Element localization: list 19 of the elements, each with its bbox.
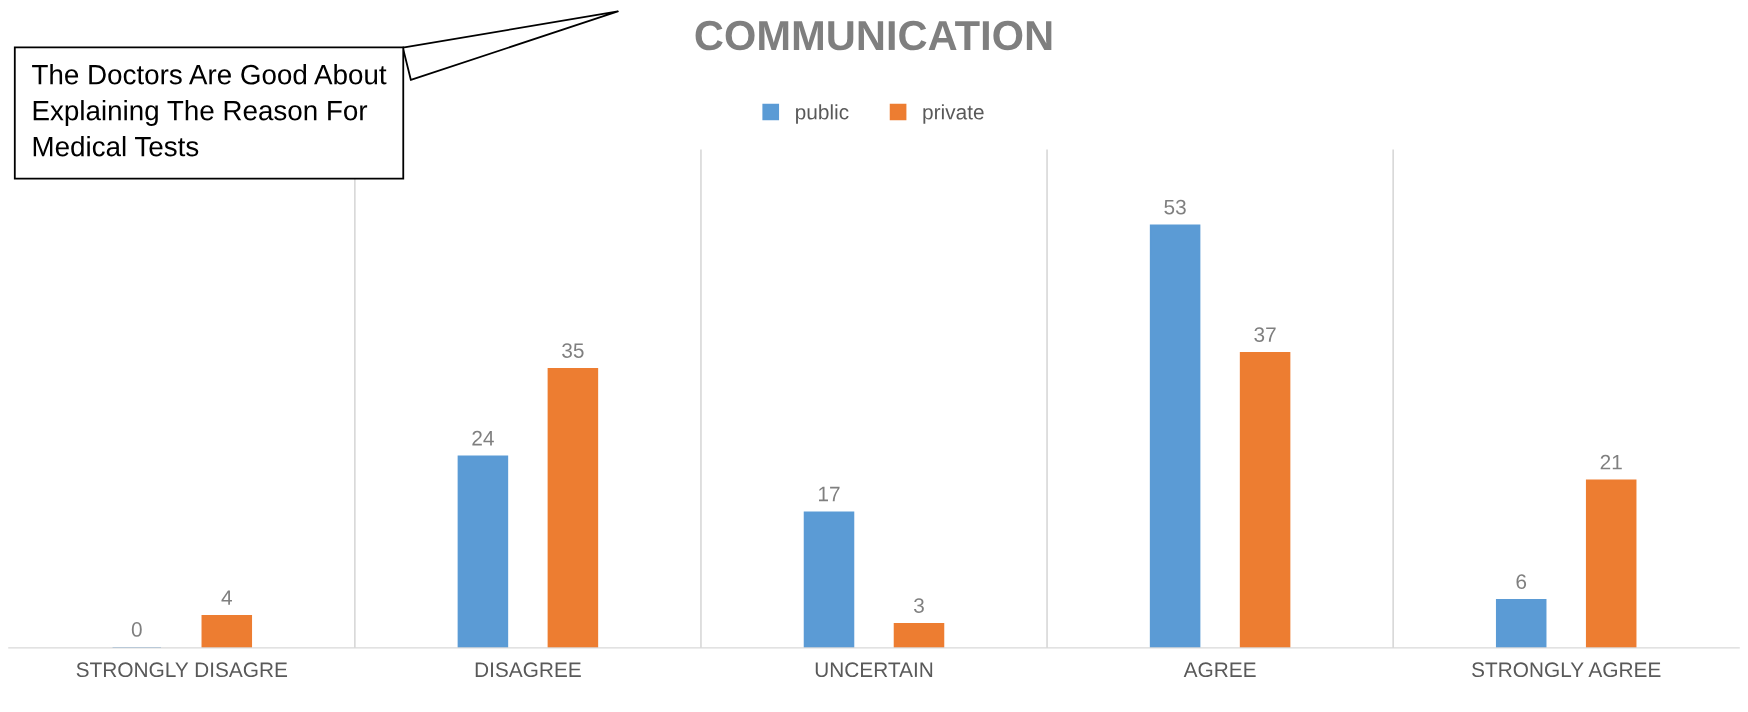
x-tick-label: STRONGLY DISAGRE bbox=[76, 662, 288, 678]
data-label: 6 bbox=[1516, 574, 1527, 590]
text: The Doctors Are Good About Explaining The Reason For Medical Tests bbox=[32, 64, 387, 157]
legend-label: public bbox=[796, 104, 849, 124]
data-label: 4 bbox=[221, 590, 232, 605]
data-label: 0 bbox=[131, 622, 142, 637]
data-label: 35 bbox=[562, 343, 584, 358]
chart-title: COMMUNICATION bbox=[695, 20, 1052, 51]
x-tick-label: UNCERTAIN bbox=[815, 662, 933, 678]
x-tick-label: AGREE bbox=[1183, 662, 1256, 678]
data-label: 37 bbox=[1254, 327, 1276, 342]
x-tick-label: DISAGREE bbox=[475, 662, 581, 678]
x-tick-label: STRONGLY AGREE bbox=[1472, 662, 1661, 678]
data-label: 17 bbox=[819, 486, 840, 502]
data-label: 53 bbox=[1164, 199, 1186, 215]
legend-label: private bbox=[923, 104, 984, 124]
data-label: 24 bbox=[472, 430, 494, 446]
data-label: 3 bbox=[914, 598, 924, 613]
data-label: 21 bbox=[1600, 454, 1622, 470]
